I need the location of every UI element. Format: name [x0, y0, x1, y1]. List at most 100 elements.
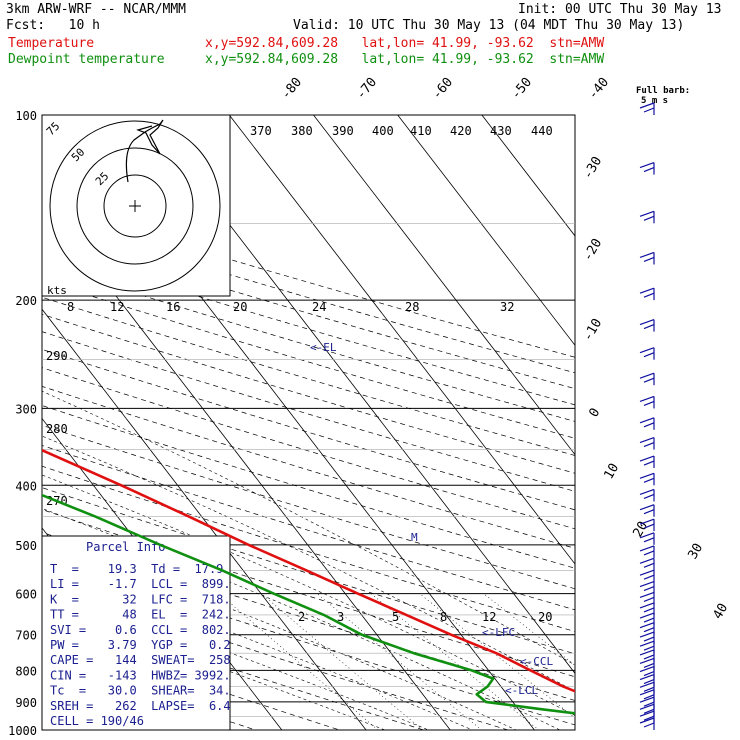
isotherm-label: -20 [580, 236, 605, 264]
pressure-tick-label: 900 [15, 696, 37, 710]
wind-barb-flag [639, 210, 655, 217]
pressure-tick-label: 1000 [8, 724, 37, 738]
wind-barb-flag [643, 167, 655, 173]
upper-scale-label: 28 [405, 300, 419, 314]
parcel-info-title: Parcel Info [86, 540, 165, 554]
isotherm-label: 30 [685, 541, 706, 562]
wind-barb-flag [639, 717, 655, 724]
upper-scale-label: 24 [312, 300, 326, 314]
wind-barb-flag [639, 372, 655, 379]
wind-barb-flag [643, 586, 655, 592]
m-marker: M [411, 531, 418, 544]
wind-barb-flag [639, 162, 655, 169]
mixing-ratio-line [219, 593, 379, 730]
theta-e-label: 290 [46, 349, 68, 363]
wind-barb-flag [643, 107, 655, 113]
temperature-profile [42, 448, 575, 693]
wind-barb-flag [639, 649, 655, 656]
dry-adiabat [42, 487, 575, 655]
wind-barb-flag [639, 622, 655, 629]
upper-scale-label: 8 [67, 300, 74, 314]
wind-barb-flag [639, 437, 655, 444]
wind-barb-flag [639, 395, 655, 402]
wind-barb-flag [643, 562, 655, 568]
isotherm-label: 10 [601, 461, 622, 482]
isotherm-line [42, 308, 367, 730]
wind-barb-flag [639, 557, 655, 564]
isotherm-line [0, 115, 39, 740]
mixing-ratio-line [261, 593, 424, 730]
wind-barb-flag [643, 715, 655, 721]
wind-barb-flag [643, 537, 655, 543]
wind-barb-flag [643, 324, 655, 330]
theta-label: 380 [291, 124, 313, 138]
hodograph-units: kts [47, 284, 67, 297]
parcel-info-row: K = 32 LFC = 718. [50, 592, 231, 606]
wind-barb-flag [643, 352, 655, 358]
parcel-info-row: SREH = 262 LAPSE= 6.4 [50, 699, 231, 713]
el-marker: <-EL [310, 341, 337, 354]
wind-barb-flag [643, 523, 655, 529]
dry-adiabat [42, 445, 575, 611]
parcel-info-row: LI = -1.7 LCL = 899. [50, 577, 231, 591]
init-time: Init: 00 UTC Thu 30 May 13 [518, 2, 722, 17]
dry-adiabat [42, 232, 575, 390]
wind-barb-flag [639, 545, 655, 552]
isotherm-label: 40 [710, 601, 731, 622]
hodograph-inset: 25 50 75 kts [41, 114, 231, 297]
theta-label: 400 [372, 124, 394, 138]
hodograph-trace [125, 119, 164, 183]
upper-scale-label: 12 [110, 300, 124, 314]
wind-barb-flag [639, 287, 655, 294]
wind-barb-flag [639, 681, 655, 688]
wind-barb-flag [639, 417, 655, 424]
wind-barb-flag [639, 657, 655, 664]
wind-barb-flag [643, 679, 655, 685]
wind-barb-flag [643, 442, 655, 448]
wind-barb-flag [643, 694, 655, 700]
theta-e-label: 280 [46, 422, 68, 436]
wind-barb-flag [639, 472, 655, 479]
wind-barb-flag [639, 631, 655, 638]
dry-adiabat [42, 217, 575, 374]
pressure-tick-label: 400 [15, 479, 37, 493]
mixing-ratio-label: 3 [337, 610, 344, 624]
wind-barb-flag [643, 671, 655, 677]
wind-barb-flag [643, 460, 655, 466]
theta-label: 390 [332, 124, 354, 138]
wind-barb-flag [643, 636, 655, 642]
moist-adiabat [42, 603, 386, 730]
wind-barb-flag [639, 347, 655, 354]
mixing-ratio-label: 8 [440, 610, 447, 624]
wind-barb-flag [643, 377, 655, 383]
isotherm-label: -60 [430, 75, 457, 103]
wind-barb-flag [643, 477, 655, 483]
wind-barb-flag [643, 627, 655, 633]
wind-barb-flag [643, 617, 655, 623]
valid-time: Valid: 10 UTC Thu 30 May 13 (04 MDT Thu … [293, 18, 685, 33]
svg-text:5 m s: 5 m s [641, 96, 668, 106]
pressure-tick-label: 600 [15, 588, 37, 602]
wind-barb-flag [643, 596, 655, 603]
wind-barb-flag [639, 102, 655, 109]
isotherm-line [481, 115, 575, 237]
wind-barb-flag [639, 703, 655, 710]
wind-barb-flag [639, 518, 655, 525]
wind-barb-flag [643, 292, 655, 298]
wind-barb-flag [643, 686, 655, 692]
wind-barb-flag [639, 602, 655, 609]
parcel-info-row: CIN = -143 HWBZ= 3992. [50, 668, 231, 682]
pressure-tick-label: 300 [15, 402, 37, 416]
wind-barb-flag [643, 645, 655, 651]
dry-adiabat [42, 248, 575, 406]
wind-barb-flag [643, 607, 655, 613]
mixing-ratio-label: 5 [392, 610, 399, 624]
isotherm-label: 0 [586, 406, 603, 420]
wind-barb-flag [643, 708, 655, 714]
lcl-marker: <-LCL [505, 684, 538, 697]
mixing-ratio-line [483, 593, 575, 666]
model-title: 3km ARW-WRF -- NCAR/MMM [6, 2, 187, 17]
parcel-info-row: TT = 48 EL = 242. [50, 608, 231, 622]
isotherm-label: 20 [630, 519, 651, 540]
